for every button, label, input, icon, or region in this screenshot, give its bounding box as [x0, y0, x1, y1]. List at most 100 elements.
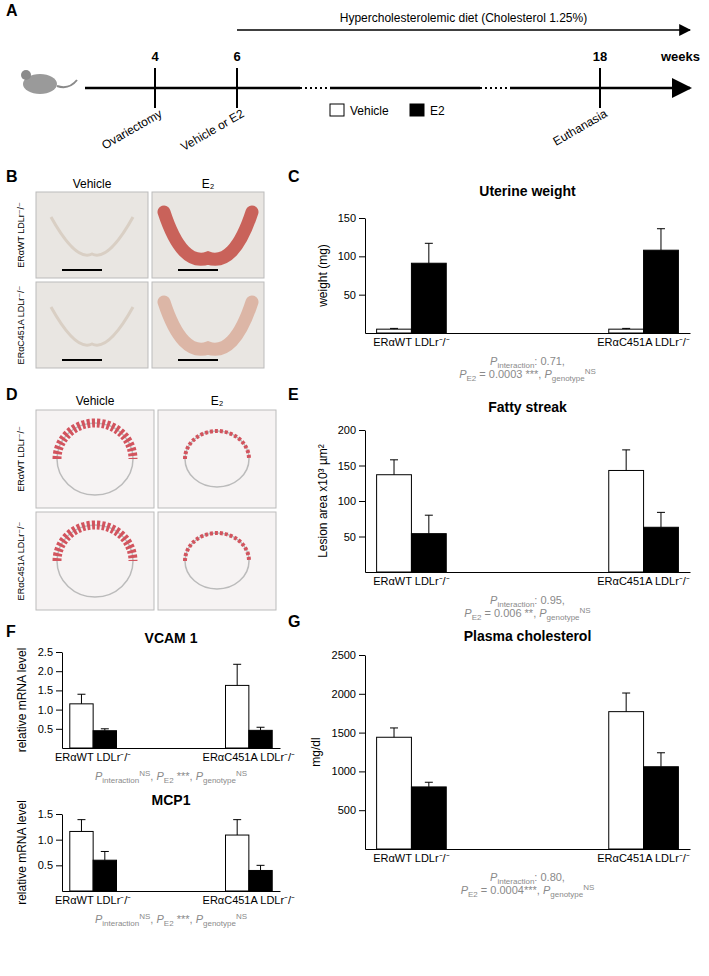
y-tick-mark	[359, 430, 365, 431]
x-tick-label: ERαWT LDLr⁻/⁻	[373, 336, 450, 348]
chart-title: Plasma cholesterol	[464, 628, 592, 644]
y-tick-mark	[56, 652, 62, 653]
y-tick-mark	[56, 710, 62, 711]
bar	[93, 860, 116, 891]
stats-text: PE2 = 0.0003 ***, PgenotypeNS	[459, 367, 596, 383]
stats-superscript: NS	[236, 769, 247, 778]
event-label: Ovariectomy	[99, 106, 164, 152]
x-tick: ERαWT LDLr⁻/⁻	[373, 572, 450, 587]
x-axis: ERαWT LDLr⁻/⁻ERαC451A LDLr⁻/⁻	[366, 849, 691, 864]
y-tick-label: 0.5	[38, 723, 53, 735]
y-tick: 150	[338, 460, 365, 472]
bar	[226, 835, 249, 891]
x-tick: ERαWT LDLr⁻/⁻	[373, 333, 450, 348]
mouse-icon	[21, 70, 77, 94]
panel-label: F	[6, 623, 16, 640]
legend-swatch	[330, 104, 344, 116]
y-tick-mark	[359, 655, 365, 656]
x-axis-line	[63, 748, 281, 749]
row-label: ERαWT LDLr⁻/⁻	[16, 202, 26, 268]
y-tick: 0.5	[38, 859, 62, 871]
error-cap	[101, 851, 109, 852]
chart-title: MCP1	[152, 792, 191, 808]
y-tick-label: 1.5	[38, 808, 53, 820]
bar-chart: Uterine weight50100150weight (mg)ERαWT L…	[316, 183, 691, 383]
error-bar	[394, 460, 395, 475]
stats-text: PE2 = 0.006 **, PgenotypeNS	[464, 606, 590, 622]
y-axis-title: mg/dl	[309, 737, 323, 766]
y-tick: 1500	[332, 727, 365, 739]
x-tick-label: ERαWT LDLr⁻/⁻	[55, 894, 131, 906]
uterus-photo	[152, 282, 264, 368]
panel-label: D	[6, 386, 18, 403]
panel-label: A	[6, 2, 18, 19]
y-tick-label: 2.5	[38, 646, 53, 658]
y-tick-label: 50	[344, 531, 356, 543]
x-tick: ERαWT LDLr⁻/⁻	[55, 748, 131, 763]
error-bar	[660, 512, 661, 527]
stats-superscript: NS	[139, 769, 150, 778]
y-tick-label: 500	[338, 804, 356, 816]
bar	[411, 534, 446, 572]
column-header: Vehicle	[73, 177, 112, 191]
y-tick-mark	[359, 218, 365, 219]
error-bar	[660, 753, 661, 767]
y-tick-mark	[359, 256, 365, 257]
y-tick-mark	[359, 295, 365, 296]
stats-text: PinteractionNS, PE2 ***, PgenotypeNS	[95, 912, 247, 928]
error-bar	[260, 865, 261, 870]
y-tick-label: 50	[344, 289, 356, 301]
bar	[411, 263, 446, 333]
stats-subscript: genotype	[547, 613, 580, 622]
error-bar	[428, 243, 429, 263]
bar	[644, 767, 679, 849]
x-tick: ERαC451A LDLr⁻/⁻	[597, 849, 690, 864]
stats-subscript: genotype	[552, 374, 585, 383]
y-tick-mark	[359, 466, 365, 467]
bar	[609, 712, 644, 849]
stats-subscript: genotype	[203, 776, 236, 785]
bar	[249, 870, 272, 891]
y-axis-title: Lesion area x10³ µm²	[316, 444, 330, 558]
bar	[609, 470, 644, 572]
stats-text: PinteractionNS, PE2 ***, PgenotypeNS	[95, 769, 247, 785]
plot-area	[377, 229, 679, 333]
y-tick-mark	[56, 840, 62, 841]
bar-chart: Plasma cholesterol5001000150020002500mg/…	[309, 628, 691, 899]
error-cap	[233, 664, 241, 665]
column-header: E₂	[202, 177, 215, 191]
y-tick-label: 150	[338, 460, 356, 472]
y-axis-line	[365, 431, 366, 573]
stats-subscript: E2	[468, 890, 478, 899]
x-axis: ERαWT LDLr⁻/⁻ ERαC451A LDLr⁻/⁻	[55, 891, 295, 906]
bar	[644, 250, 679, 333]
bar	[644, 527, 679, 572]
column-header: Vehicle	[76, 394, 115, 408]
error-cap	[390, 328, 398, 329]
y-tick: 200	[338, 424, 365, 436]
error-bar	[428, 782, 429, 787]
error-bar	[626, 693, 627, 712]
error-bar	[81, 694, 82, 704]
stats-value: = 0.0004***,	[478, 884, 543, 896]
y-tick-label: 200	[338, 424, 356, 436]
error-cap	[233, 819, 241, 820]
bar-chart: VCAM 10.51.01.52.02.5relative mRNA level…	[15, 630, 295, 785]
stats-subscript: genotype	[550, 890, 583, 899]
week-label: 4	[151, 49, 159, 64]
y-tick: 150	[338, 212, 365, 224]
panel-label: C	[288, 168, 300, 185]
bar-chart: MCP10.51.01.5relative mRNA levelERαWT LD…	[15, 792, 295, 928]
y-tick-label: 1000	[332, 765, 356, 777]
bar	[609, 329, 644, 333]
lesion-section	[36, 512, 154, 610]
y-tick-label: 150	[338, 212, 356, 224]
x-axis: ERαWT LDLr⁻/⁻ERαC451A LDLr⁻/⁻	[366, 572, 691, 587]
error-cap	[390, 459, 398, 460]
y-tick-label: 100	[338, 495, 356, 507]
x-tick-label: ERαC451A LDLr⁻/⁻	[203, 894, 296, 906]
x-tick-label: ERαWT LDLr⁻/⁻	[55, 751, 131, 763]
x-tick: ERαWT LDLr⁻/⁻	[55, 891, 131, 906]
y-tick-label: 2500	[332, 649, 356, 661]
event-tick	[236, 68, 238, 108]
